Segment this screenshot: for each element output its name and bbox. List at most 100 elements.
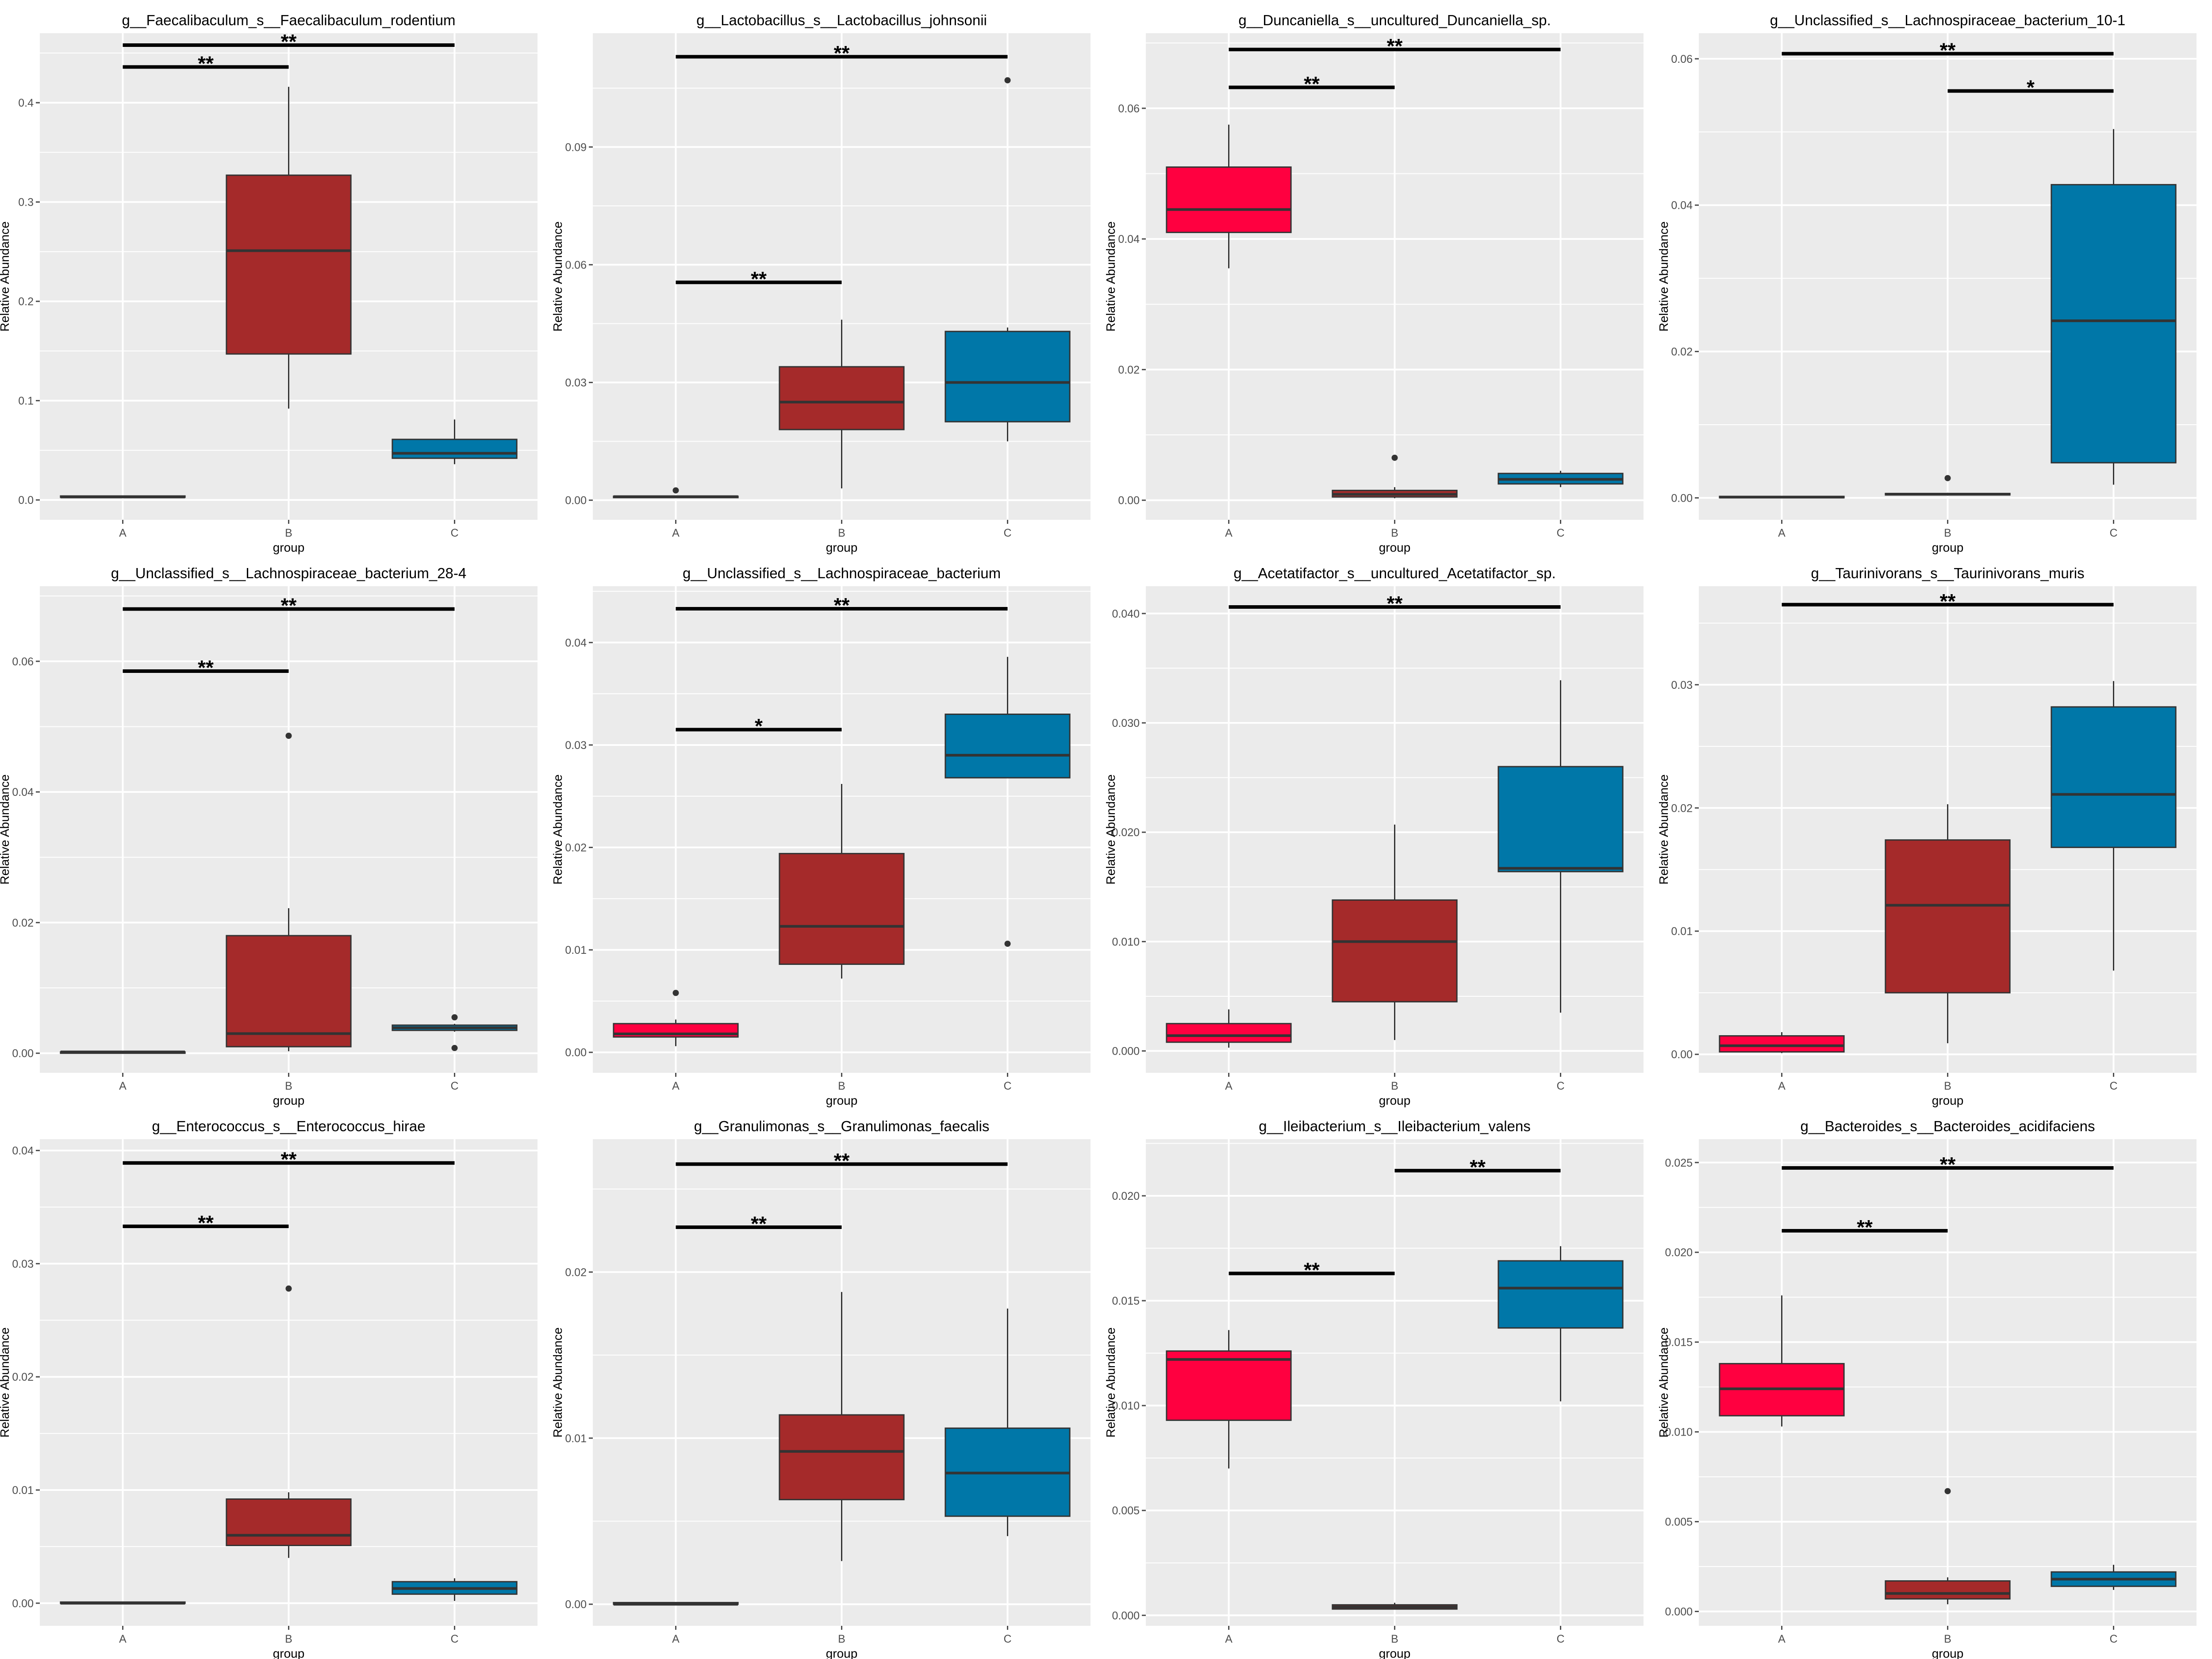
outlier-point [451,1045,458,1051]
panel-title: g__Duncaniella_s__uncultured_Duncaniella… [1238,12,1551,28]
y-tick-label: 0.09 [565,141,587,154]
x-tick-label: A [672,1080,680,1092]
y-tick-label: 0.00 [565,1047,587,1059]
x-axis-label: group [1932,1094,1964,1107]
box-A [1719,495,1845,499]
box-A [613,990,739,1046]
box-body [226,935,352,1048]
x-axis-label: group [826,1094,858,1107]
x-tick-label: B [838,1080,845,1092]
y-axis-label: Relative Abundance [1104,1327,1118,1437]
y-tick-label: 0.06 [12,656,34,668]
box-C [392,419,518,465]
x-tick-label: C [1556,1633,1564,1645]
y-tick-label: 0.01 [565,1432,587,1445]
outlier-point [451,1014,458,1021]
y-axis-label: Relative Abundance [551,1327,565,1437]
box-A [60,495,186,499]
chart-panel-3: 0.00 0.02 0.04 0.06 A B C ** ** g__Duncaniella_s_… [1104,12,1644,554]
significance-label: ** [281,30,297,53]
x-axis-label: group [826,1647,858,1659]
y-tick-label: 0.02 [1671,802,1693,814]
significance-label: ** [1387,592,1403,615]
box-body [2051,706,2177,848]
x-tick-label: A [672,1633,680,1645]
y-tick-label: 0.06 [1671,53,1693,65]
y-axis-label: Relative Abundance [1104,221,1118,331]
significance-label: * [2027,76,2035,99]
x-axis-label: group [1379,1094,1411,1107]
y-tick-label: 0.03 [565,377,587,389]
y-tick-label: 0.00 [1118,495,1140,507]
chart-panel-6: 0.000.010.020.030.04A B C***g__Unclassifie… [551,565,1091,1107]
x-tick-label: C [2109,1080,2117,1092]
y-tick-label: 0.03 [565,739,587,752]
box-body [1498,766,1624,872]
x-tick-label: A [672,527,680,539]
x-axis-label: group [1932,541,1964,554]
outlier-point [285,733,292,739]
x-tick-label: C [1003,1633,1011,1645]
panel-title: g__Unclassified_s__Lachnospiraceae_bacte… [683,565,1001,581]
box-body [1166,1023,1292,1043]
y-tick-label: 0.020 [1112,1190,1140,1202]
y-tick-label: 0.005 [1665,1516,1693,1528]
x-axis-label: group [1379,541,1411,554]
y-tick-label: 0.04 [12,786,34,799]
y-tick-label: 0.015 [1112,1295,1140,1307]
box-body [226,174,352,355]
significance-label: ** [1857,1216,1873,1239]
box-A [613,487,739,499]
y-tick-label: 0.000 [1112,1609,1140,1622]
x-tick-label: A [1778,1633,1786,1645]
box-B [1885,1488,2011,1605]
outlier-point [1391,454,1398,461]
y-tick-label: 0.4 [18,97,34,109]
box-A [1719,1032,1845,1053]
box-B [1332,824,1458,1040]
significance-label: ** [198,656,214,679]
significance-label: ** [751,1212,767,1235]
x-tick-label: C [450,527,458,539]
x-tick-label: C [2109,527,2117,539]
chart-panel-5: 0.00 0.02 0.04 0.06 A B C ** ** g__Unclassified_s… [0,565,538,1107]
box-B [779,319,905,489]
x-axis-label: group [826,541,858,554]
y-axis-label: Relative Abundance [0,1327,12,1437]
y-tick-label: 0.020 [1112,826,1140,839]
box-B [226,1285,352,1558]
panel-title: g__Bacteroides_s__Bacteroides_acidifacie… [1801,1118,2095,1134]
box-body [945,713,1071,779]
y-tick-label: 0.04 [12,1145,34,1157]
y-tick-label: 0.015 [1665,1336,1693,1349]
y-tick-label: 0.02 [565,1266,587,1279]
box-body [226,1498,352,1546]
x-tick-label: B [285,1080,292,1092]
y-axis-label: Relative Abundance [551,221,565,331]
y-tick-label: 0.06 [1118,103,1140,115]
chart-panel-2: 0.00 0.03 0.06 0.09 A B C ** ** g__Lactobacillus_… [551,12,1091,554]
outlier-point [285,1285,292,1292]
y-tick-label: 0.1 [18,395,34,407]
y-tick-label: 0.01 [12,1484,34,1497]
box-body [1885,1580,2011,1600]
panel-title: g__Lactobacillus_s__Lactobacillus_johnso… [696,12,987,28]
box-body [779,366,905,430]
outlier-point [1004,77,1011,84]
y-tick-label: 0.04 [1671,200,1693,212]
significance-label: ** [198,52,214,75]
box-C [945,657,1071,947]
y-tick-label: 0.00 [12,1598,34,1610]
y-tick-label: 0.02 [1671,346,1693,358]
significance-label: ** [1387,35,1403,58]
significance-label: ** [281,594,297,617]
box-A [60,1601,186,1605]
y-tick-label: 0.040 [1112,608,1140,620]
y-tick-label: 0.030 [1112,717,1140,730]
significance-label: ** [1304,73,1320,96]
box-B [779,783,905,979]
chart-panel-7: 0.000 0.010 0.020 0.030 0.040 A B C ** g__Acetati… [1104,565,1644,1107]
outlier-point [1004,941,1011,947]
box-C [1498,1246,1624,1402]
significance-label: ** [1470,1156,1486,1179]
